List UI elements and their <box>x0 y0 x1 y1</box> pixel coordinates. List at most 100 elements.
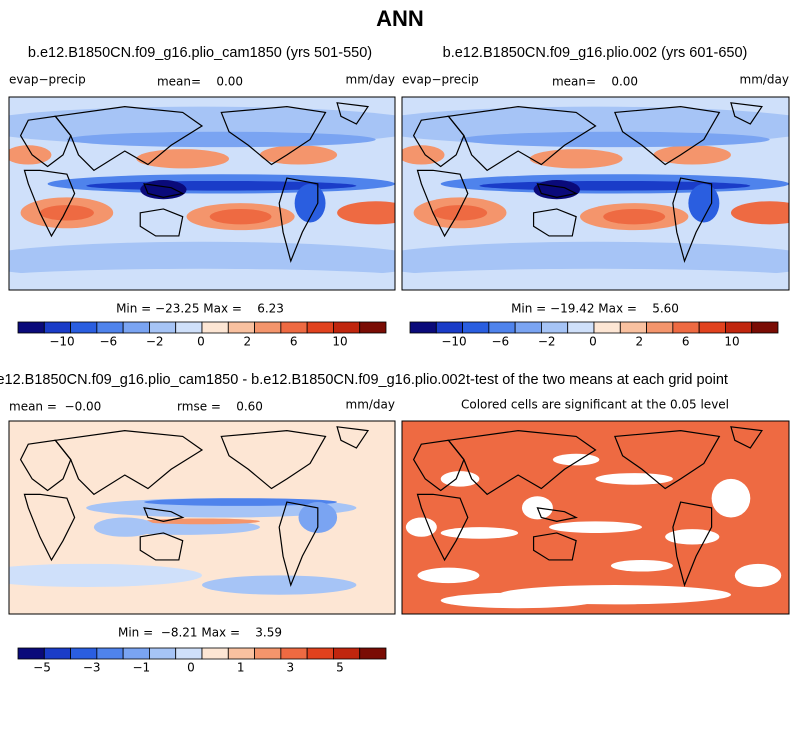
colorbar-label: −10 <box>49 335 74 349</box>
colorbar-box <box>17 647 45 660</box>
coastline <box>730 102 763 125</box>
field-patch <box>9 145 52 165</box>
panel-title: b.e12.B1850CN.f09_g16.plio.002 (yrs 601-… <box>443 45 748 61</box>
coastline <box>278 177 319 263</box>
colorbar-label: −6 <box>491 335 509 349</box>
colorbar-label: 2 <box>244 335 252 349</box>
field-patch <box>603 208 666 225</box>
map-field <box>402 421 789 614</box>
coastline <box>416 169 469 238</box>
field-patch <box>417 567 480 584</box>
colorbar-label: 0 <box>187 661 195 675</box>
colorbar-box <box>70 647 98 660</box>
coastline <box>336 102 370 125</box>
field-patch <box>711 478 751 518</box>
colorbar-box <box>149 647 177 660</box>
field-patch <box>440 527 519 539</box>
colorbar-box <box>280 321 308 334</box>
colorbar-label: 6 <box>290 335 298 349</box>
colorbar-box <box>593 321 621 334</box>
colorbar-box <box>70 321 98 334</box>
map <box>401 420 790 615</box>
field-patch <box>39 205 94 221</box>
colorbar-box <box>43 321 71 334</box>
coastline <box>336 426 370 449</box>
field-patch <box>460 131 770 148</box>
map <box>8 96 396 291</box>
colorbar-box <box>333 321 361 334</box>
field-patch <box>140 179 187 200</box>
colorbar-box <box>175 321 203 334</box>
colorbar-label: 2 <box>636 335 644 349</box>
coastline <box>447 106 597 172</box>
coastline <box>672 177 713 263</box>
colorbar-box <box>17 321 45 334</box>
panel-title: t-test of the two means at each grid poi… <box>466 372 728 388</box>
colorbar-box <box>435 321 463 334</box>
field-patch <box>209 208 272 225</box>
colorbar-label: −6 <box>99 335 117 349</box>
colorbar-box <box>462 321 490 334</box>
colorbar-box <box>149 321 177 334</box>
stats: Min = −8.21 Max = 3.59 <box>118 626 282 640</box>
colorbar-box <box>306 647 334 660</box>
field-patch <box>202 575 357 595</box>
colorbar-label: 10 <box>332 335 347 349</box>
coastline <box>278 501 319 587</box>
colorbar-box <box>201 647 229 660</box>
field-patch <box>337 201 395 225</box>
colorbar-box <box>254 321 282 334</box>
colorbar-box <box>43 647 71 660</box>
colorbar-box <box>227 647 255 660</box>
panel-title: b.e12.B1850CN.f09_g16.plio_cam1850 (yrs … <box>28 45 372 61</box>
colorbar-box <box>619 321 647 334</box>
coastline <box>54 106 204 172</box>
field-patch <box>533 179 581 200</box>
coastline <box>54 430 204 496</box>
coastline <box>23 169 76 238</box>
left-label: mean = −0.00 <box>9 400 101 414</box>
field-patch <box>552 453 600 466</box>
coastline <box>532 208 577 237</box>
map-frame <box>401 96 790 291</box>
colorbar-box <box>514 321 542 334</box>
field-patch <box>432 205 488 221</box>
map-frame <box>401 420 790 615</box>
colorbar-box <box>96 647 124 660</box>
colorbar-box <box>201 321 229 334</box>
field-patch <box>734 563 782 587</box>
field-patch <box>9 268 395 290</box>
colorbar-box <box>306 321 334 334</box>
colorbar-box <box>409 321 437 334</box>
maps <box>8 96 790 615</box>
colorbar-label: 0 <box>589 335 597 349</box>
colorbar-label: −10 <box>441 335 466 349</box>
colorbar-box <box>280 647 308 660</box>
colorbar-box <box>567 321 595 334</box>
colorbar-label: 0 <box>197 335 205 349</box>
center-label: mean= 0.00 <box>157 75 243 89</box>
coastline <box>536 183 578 198</box>
colorbars: −10 −6 −2 0 2 6 10 −10 −6 −2 0 2 6 10−5 −3 −1 0 1 3 5 <box>17 321 779 675</box>
coastline <box>139 532 184 561</box>
colorbar-label: −2 <box>538 335 556 349</box>
right-label: mm/day <box>346 398 396 412</box>
map-field <box>402 97 789 290</box>
coastline <box>447 430 597 496</box>
colorbar-label: −1 <box>132 661 150 675</box>
colorbar-label: −5 <box>33 661 51 675</box>
coastline <box>536 507 578 522</box>
left-label: evap−precip <box>402 73 479 87</box>
colorbar-box <box>122 647 150 660</box>
map-frame <box>8 96 396 291</box>
colorbar-box <box>541 321 569 334</box>
colorbar-label: 3 <box>287 661 295 675</box>
colorbar-box <box>488 321 516 334</box>
colorbar-box <box>175 647 203 660</box>
map-frame <box>8 420 396 615</box>
map-field <box>9 421 395 614</box>
coastline <box>416 493 469 562</box>
map <box>8 420 396 615</box>
field-patch <box>402 145 445 165</box>
field-patch <box>595 473 673 485</box>
